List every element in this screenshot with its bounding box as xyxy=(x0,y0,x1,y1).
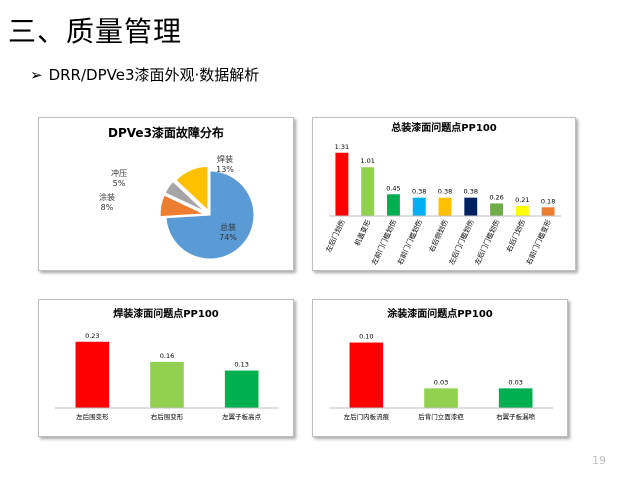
category-tick-label-2: 右翼子板漏喷 xyxy=(496,412,536,421)
pie-slice-label-1: 涂装 xyxy=(99,192,115,202)
painting-bar-chart-panel: 涂装漆面问题点PP100 0.10 左后门内板流痕 0.03 后背门立面漆疤 0.03 右翼… xyxy=(312,299,568,437)
category-tick-label-2: 左前门门槛划伤 xyxy=(369,218,398,266)
bar-2 xyxy=(387,194,400,216)
bar-1 xyxy=(150,361,184,408)
page-number: 19 xyxy=(592,454,606,467)
pie-slice-label-3: 焊装 xyxy=(217,154,233,164)
category-tick-label-4: 右后侧划伤 xyxy=(427,218,450,254)
category-tick-label-0: 左后门划伤 xyxy=(324,218,347,254)
bar-0 xyxy=(349,342,384,408)
pie-chart-title: DPVe3漆面故障分布 xyxy=(108,125,224,140)
category-tick-label-1: 右后围变形 xyxy=(151,412,184,421)
bar-value-label-1: 0.03 xyxy=(434,378,448,386)
assembly-bar-chart: 总装漆面问题点PP100 1.31 左后门划伤 1.01 机盖变形 0.45 左前门门槛划伤… xyxy=(324,121,561,266)
pie-slice-2 xyxy=(164,180,206,213)
bar-6 xyxy=(490,203,503,216)
bar-value-label-0: 0.10 xyxy=(359,333,373,341)
pie-slice-1 xyxy=(159,194,205,218)
bar-value-label-0: 0.23 xyxy=(85,332,99,340)
bar-value-label-5: 0.38 xyxy=(464,188,478,196)
assembly-bar-chart-panel: 总装漆面问题点PP100 1.31 左后门划伤 1.01 机盖变形 0.45 左前门门槛划伤… xyxy=(312,117,576,271)
bar-7 xyxy=(515,205,529,216)
chart-title: 焊装漆面问题点PP100 xyxy=(113,307,219,320)
welding-bar-chart-panel: 焊装漆面问题点PP100 0.23 左后围变形 0.16 右后围变形 0.13 左翼子板高点 xyxy=(38,299,294,437)
category-tick-label-6: 左后门门槛划伤 xyxy=(473,218,502,266)
bar-value-label-2: 0.03 xyxy=(508,378,522,386)
category-tick-label-1: 后背门立面漆疤 xyxy=(418,412,464,421)
pie-slice-value-2: 5% xyxy=(113,179,126,188)
bar-4 xyxy=(438,197,452,216)
category-tick-label-7: 右后门划伤 xyxy=(504,218,527,254)
category-tick-label-8: 右前门门槛变形 xyxy=(524,218,553,266)
slide-subtitle: ➢ DRR/DPVe3漆面外观·数据解析 xyxy=(30,64,259,85)
pie-slice-value-3: 13% xyxy=(216,165,234,174)
bar-1 xyxy=(361,167,375,216)
bar-value-label-2: 0.45 xyxy=(386,184,400,192)
category-tick-label-0: 左后门内板流痕 xyxy=(344,412,390,421)
bar-0 xyxy=(75,341,110,408)
pie-slice-label-0: 总装 xyxy=(220,222,236,232)
pie-slice-3 xyxy=(175,165,209,212)
bar-value-label-8: 0.18 xyxy=(541,197,555,205)
pie-slice-label-2: 冲压 xyxy=(111,168,127,178)
bar-value-label-4: 0.38 xyxy=(438,188,452,196)
pie-slice-0 xyxy=(165,170,255,260)
category-tick-label-3: 右前门门槛划伤 xyxy=(395,218,424,266)
bar-value-label-6: 0.26 xyxy=(489,193,503,201)
bar-1 xyxy=(424,388,458,408)
painting-bar-chart: 涂装漆面问题点PP100 0.10 左后门内板流痕 0.03 后背门立面漆疤 0.03 右翼… xyxy=(329,307,553,421)
bar-2 xyxy=(224,370,259,408)
chart-title: 总装漆面问题点PP100 xyxy=(391,121,497,134)
bar-8 xyxy=(541,207,555,216)
category-tick-label-2: 左翼子板高点 xyxy=(222,412,262,421)
slide-title: 三、质量管理 xyxy=(8,15,183,48)
bar-0 xyxy=(335,152,349,216)
welding-bar-chart: 焊装漆面问题点PP100 0.23 左后围变形 0.16 右后围变形 0.13 左翼子板高点 xyxy=(55,307,279,421)
pie-chart-panel: DPVe3漆面故障分布总装 74% 涂装 8% 冲压 5% 焊装 13% xyxy=(38,117,294,271)
bar-value-label-3: 0.38 xyxy=(412,188,426,196)
bar-value-label-1: 1.01 xyxy=(360,157,374,165)
arrow-bullet-icon: ➢ xyxy=(30,66,43,84)
pie-slice-value-0: 74% xyxy=(219,233,237,242)
chart-title: 涂装漆面问题点PP100 xyxy=(387,307,493,320)
pie-slice-value-1: 8% xyxy=(101,203,114,212)
category-tick-label-0: 左后围变形 xyxy=(76,412,109,421)
bar-2 xyxy=(498,388,533,408)
bar-value-label-2: 0.13 xyxy=(234,361,248,369)
bar-value-label-7: 0.21 xyxy=(515,196,529,204)
bar-value-label-1: 0.16 xyxy=(160,352,174,360)
subtitle-text: DRR/DPVe3漆面外观·数据解析 xyxy=(48,66,260,84)
bar-3 xyxy=(412,197,426,216)
bar-5 xyxy=(464,197,478,216)
bar-value-label-0: 1.31 xyxy=(335,143,349,151)
category-tick-label-1: 机盖变形 xyxy=(352,218,372,247)
category-tick-label-5: 左后门门槛划伤 xyxy=(447,218,476,266)
